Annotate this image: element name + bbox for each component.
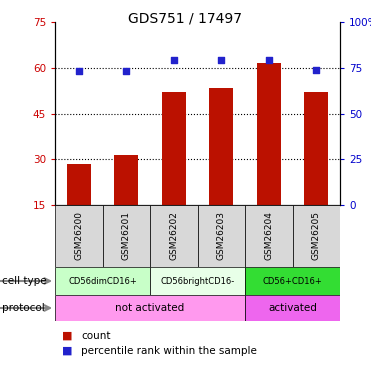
Point xyxy=(76,68,82,74)
Text: not activated: not activated xyxy=(115,303,185,313)
Bar xyxy=(292,205,340,267)
Text: protocol: protocol xyxy=(2,303,45,313)
Bar xyxy=(245,205,292,267)
Text: count: count xyxy=(81,331,111,341)
Bar xyxy=(150,205,197,267)
Bar xyxy=(102,205,150,267)
Text: GSM26202: GSM26202 xyxy=(169,211,178,260)
Text: CD56brightCD16-: CD56brightCD16- xyxy=(160,276,234,285)
Bar xyxy=(245,267,340,295)
Text: percentile rank within the sample: percentile rank within the sample xyxy=(81,346,257,356)
Text: ■: ■ xyxy=(62,346,73,356)
Text: GSM26205: GSM26205 xyxy=(312,211,321,261)
Text: GSM26204: GSM26204 xyxy=(264,211,273,260)
Bar xyxy=(55,295,245,321)
Bar xyxy=(162,92,186,205)
Point xyxy=(313,67,319,73)
Point xyxy=(123,68,129,74)
Point xyxy=(218,57,224,63)
Text: CD56dimCD16+: CD56dimCD16+ xyxy=(68,276,137,285)
Bar xyxy=(55,205,102,267)
Bar xyxy=(150,267,245,295)
Text: GSM26201: GSM26201 xyxy=(122,211,131,261)
Bar xyxy=(114,154,138,205)
Text: CD56+CD16+: CD56+CD16+ xyxy=(263,276,322,285)
Bar xyxy=(304,92,328,205)
Bar xyxy=(197,205,245,267)
Bar xyxy=(257,63,280,205)
Text: GSM26200: GSM26200 xyxy=(74,211,83,261)
Text: GSM26203: GSM26203 xyxy=(217,211,226,261)
Text: GDS751 / 17497: GDS751 / 17497 xyxy=(128,12,243,26)
Text: cell type: cell type xyxy=(2,276,46,286)
Bar xyxy=(245,295,340,321)
Bar xyxy=(55,267,150,295)
Text: activated: activated xyxy=(268,303,317,313)
Bar xyxy=(209,88,233,205)
Point xyxy=(266,57,272,63)
Text: ■: ■ xyxy=(62,331,73,341)
Point xyxy=(171,57,177,63)
Bar xyxy=(67,164,91,205)
